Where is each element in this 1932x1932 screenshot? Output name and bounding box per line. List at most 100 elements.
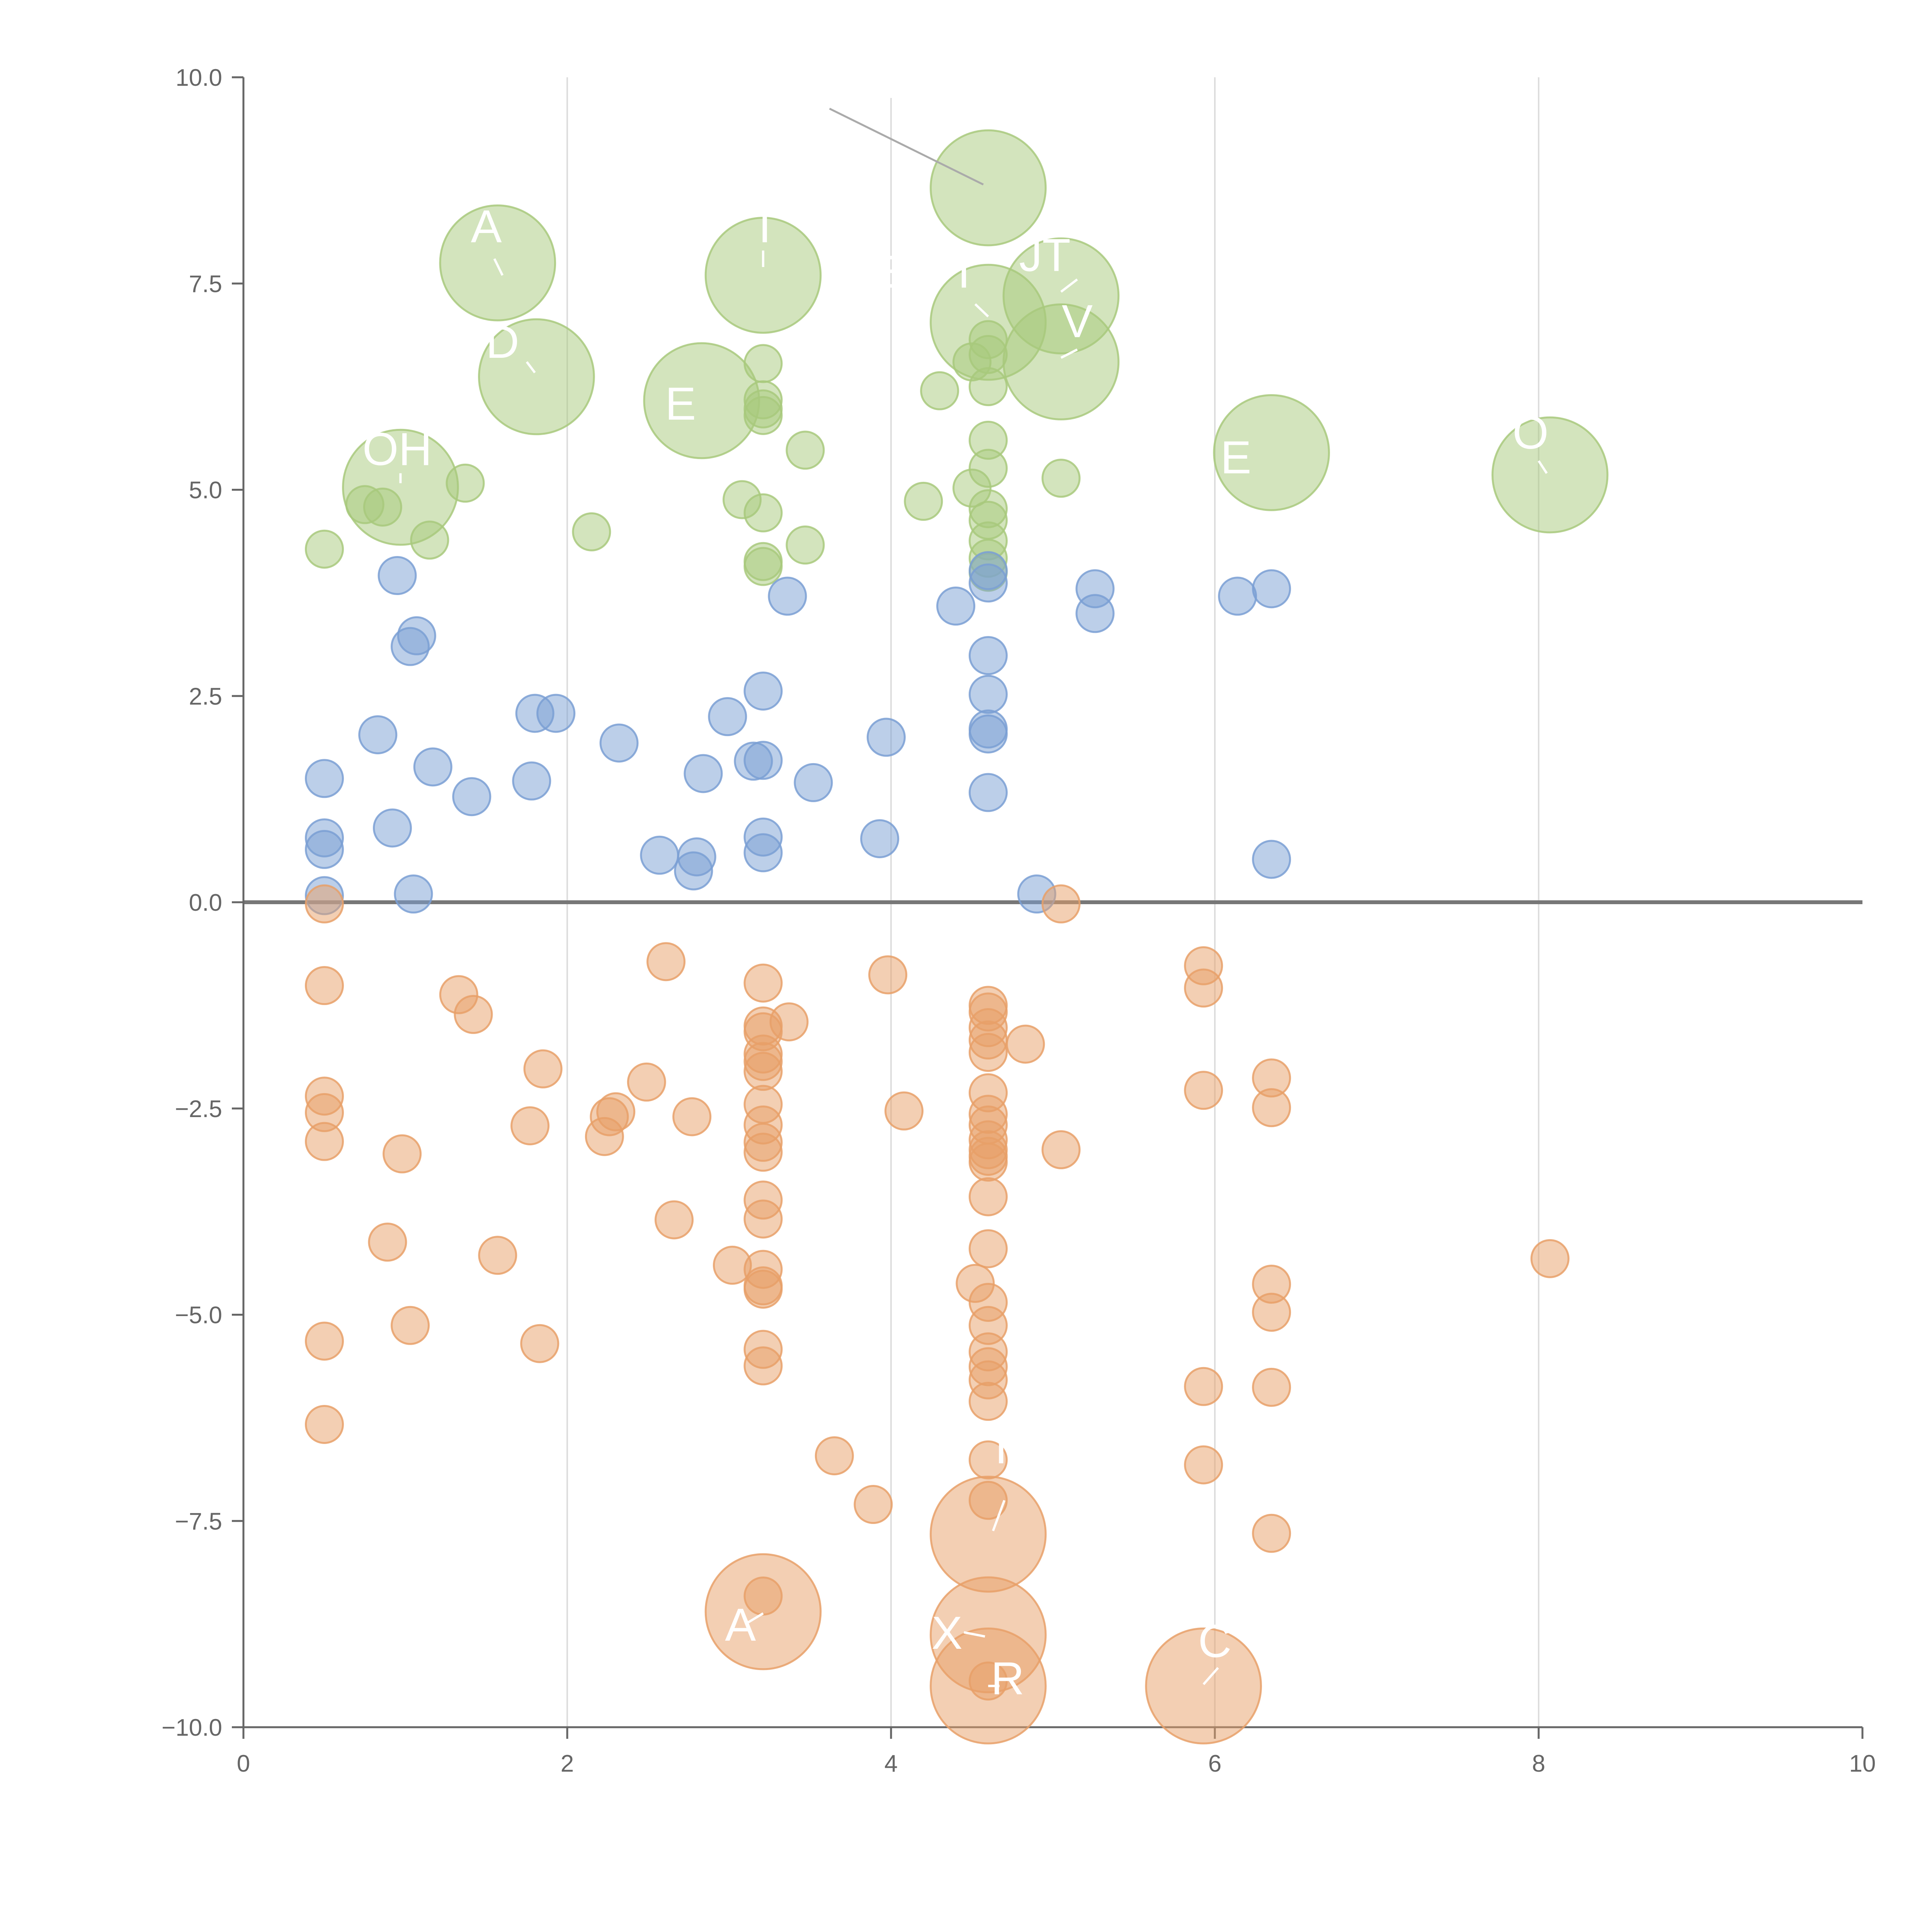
data-point-orange	[1145, 1627, 1262, 1745]
y-tick-label: −7.5	[175, 1508, 222, 1535]
data-point-orange	[769, 1002, 809, 1042]
data-point-orange	[743, 1346, 783, 1386]
data-point-orange	[305, 1321, 344, 1361]
leader-line	[745, 1612, 764, 1625]
annotation-label: I	[759, 201, 771, 252]
data-point-orange	[743, 1269, 783, 1309]
data-point-orange	[968, 1177, 1008, 1216]
data-point-blue	[968, 563, 1008, 603]
data-point-orange	[520, 1324, 560, 1363]
data-point-blue	[512, 761, 551, 801]
data-point-orange	[627, 1062, 666, 1102]
data-point-orange	[305, 884, 344, 923]
data-point-blue	[1218, 577, 1257, 616]
annotation-label: T	[950, 246, 978, 298]
data-point-green	[643, 342, 760, 459]
annotation-label: A	[471, 201, 502, 252]
y-tick-label: 0.0	[189, 889, 222, 916]
data-point-orange	[368, 1223, 407, 1262]
data-point-green	[920, 371, 959, 410]
data-point-orange	[815, 1436, 854, 1476]
data-point-blue	[684, 754, 723, 793]
data-point-blue	[372, 808, 412, 848]
data-point-orange	[383, 1134, 422, 1173]
y-tick-label: −2.5	[175, 1096, 222, 1122]
data-point-orange	[1184, 1071, 1223, 1110]
data-point-orange	[478, 1236, 517, 1275]
axes: 0 2 4 6 8 10 10.0 7.5 5.0 2.5 0.0 −2.5 −5.0 −7.5 −10.0	[162, 65, 1876, 1777]
data-point-green	[930, 129, 1047, 247]
data-point-green	[786, 526, 825, 565]
data-point-blue	[968, 675, 1008, 714]
annotation-label: OH	[362, 423, 432, 475]
data-point-green	[968, 449, 1008, 488]
leader-line	[974, 303, 989, 318]
annotation-label: I	[995, 1422, 1007, 1473]
data-point-green	[704, 217, 822, 334]
data-point-orange	[646, 942, 686, 981]
annotation-label: R	[991, 1653, 1024, 1704]
data-point-blue	[1252, 840, 1291, 879]
data-point-blue	[536, 694, 576, 733]
y-tick-label: 5.0	[189, 477, 222, 504]
data-point-orange	[743, 1133, 783, 1172]
leader-line	[829, 107, 984, 185]
data-point-blue	[378, 556, 417, 595]
data-point-orange	[1252, 1293, 1291, 1332]
data-point-green	[305, 529, 344, 569]
data-point-orange	[1041, 884, 1081, 923]
data-point-blue	[743, 833, 783, 872]
data-point-orange	[1006, 1024, 1045, 1064]
data-point-blue	[677, 837, 716, 877]
data-point-orange	[854, 1485, 893, 1524]
data-point-blue	[1252, 569, 1291, 609]
data-point-green	[743, 493, 783, 532]
data-point-orange	[454, 995, 493, 1034]
y-tick-label: 2.5	[189, 683, 222, 710]
leader-line	[526, 361, 536, 374]
data-point-green	[904, 481, 943, 521]
annotation-label: I	[884, 56, 897, 108]
annotation-label: E	[1220, 432, 1251, 483]
annotation-label: A	[725, 1599, 756, 1651]
data-point-green	[786, 430, 825, 470]
data-point-blue	[968, 714, 1008, 753]
annotation-label: E	[665, 378, 696, 430]
leader-line	[493, 258, 504, 276]
data-point-blue	[394, 874, 433, 914]
data-point-orange	[1252, 1367, 1291, 1407]
data-point-orange	[1184, 968, 1223, 1008]
y-tick-label: −10.0	[162, 1714, 222, 1741]
data-point-blue	[640, 835, 679, 875]
annotation-label: D	[486, 316, 519, 368]
data-point-blue	[936, 587, 976, 626]
data-point-orange	[743, 1052, 783, 1091]
data-point-orange	[968, 1382, 1008, 1421]
leader-lines	[399, 107, 1548, 1687]
data-point-orange	[968, 1143, 1008, 1182]
data-point-blue	[708, 697, 747, 736]
x-tick-label: 0	[237, 1750, 250, 1777]
data-points	[305, 129, 1609, 1745]
data-point-orange	[510, 1106, 550, 1146]
data-point-green	[572, 512, 611, 551]
data-point-orange	[968, 1229, 1008, 1269]
leader-line	[963, 1631, 985, 1638]
leader-line	[1537, 460, 1548, 474]
annotation-label: EX	[901, 1607, 963, 1659]
data-point-blue	[305, 830, 344, 869]
annotation-label: V	[1062, 296, 1093, 347]
data-point-orange	[1041, 1130, 1081, 1169]
data-point-blue	[768, 577, 807, 616]
data-point-blue	[599, 723, 639, 763]
y-tick-label: −5.0	[175, 1302, 222, 1329]
data-point-blue	[794, 763, 833, 802]
data-point-green	[478, 318, 595, 435]
y-tick-label: 10.0	[175, 65, 222, 91]
annotation-label: O	[1512, 407, 1548, 459]
data-point-orange	[596, 1092, 636, 1131]
data-point-orange	[1252, 1088, 1291, 1128]
data-point-green	[1041, 459, 1081, 498]
